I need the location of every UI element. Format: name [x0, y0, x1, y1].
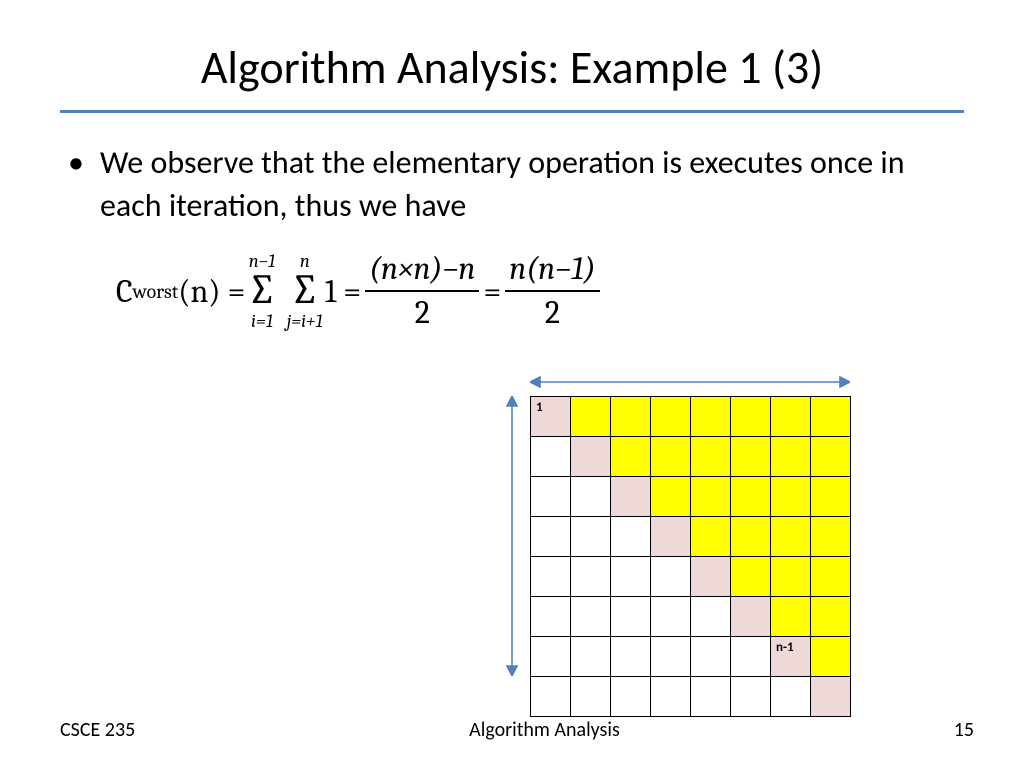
- grid-cell: [811, 637, 851, 677]
- lhs-arg: (n) =: [178, 273, 245, 310]
- grid-cell: [811, 597, 851, 637]
- grid-cell: 1: [531, 397, 571, 437]
- grid-cell: [771, 397, 811, 437]
- footer-right: 15: [954, 718, 974, 742]
- grid-cell: [651, 557, 691, 597]
- grid-cell: [731, 397, 771, 437]
- grid-cell: [811, 517, 851, 557]
- footer-center: Algorithm Analysis: [469, 718, 620, 742]
- grid-cell: [531, 677, 571, 717]
- grid-cell: [811, 557, 851, 597]
- grid-cell: [811, 677, 851, 717]
- grid-cell: [731, 597, 771, 637]
- frac-1-num: (n×n)−n: [365, 251, 479, 292]
- grid-cell: [651, 677, 691, 717]
- sum-1: n−1 ∑ i=1: [247, 252, 276, 331]
- lhs-sub: worst: [133, 280, 179, 303]
- grid-cell: [531, 557, 571, 597]
- eq-sign: =: [483, 273, 501, 310]
- grid-cell: [531, 477, 571, 517]
- grid-cell: [651, 637, 691, 677]
- frac-2-den: 2: [545, 292, 560, 331]
- sum-2: n ∑ j=i+1: [287, 252, 323, 331]
- fraction-2: n(n−1) 2: [505, 251, 600, 331]
- title-underline: [60, 110, 964, 113]
- sigma-1: ∑: [247, 270, 276, 312]
- vertical-arrow-icon: [504, 396, 520, 676]
- grid-cell: [571, 517, 611, 557]
- grid-cell: [651, 477, 691, 517]
- grid-cell: [611, 437, 651, 477]
- grid-cell: [651, 517, 691, 557]
- grid-cell: [691, 677, 731, 717]
- grid-cell: [771, 477, 811, 517]
- triangular-grid: 1 n-1: [530, 396, 851, 717]
- bullet-item: • We observe that the elementary operati…: [60, 141, 964, 227]
- grid-cell: [571, 557, 611, 597]
- bullet-text: We observe that the elementary operation…: [100, 141, 964, 227]
- sum-1-bot: i=1: [251, 312, 273, 331]
- grid-cell: [611, 597, 651, 637]
- frac-2-num: n(n−1): [505, 251, 600, 292]
- slide: Algorithm Analysis: Example 1 (3) • We o…: [0, 0, 1024, 768]
- grid-cell: [731, 437, 771, 477]
- grid-cell: [811, 477, 851, 517]
- grid-cell: [651, 597, 691, 637]
- grid-cell: [531, 517, 571, 557]
- grid-cell: [731, 517, 771, 557]
- slide-title: Algorithm Analysis: Example 1 (3): [60, 40, 964, 96]
- grid-cell: [691, 557, 731, 597]
- grid-cell: [731, 477, 771, 517]
- grid-cell: [611, 677, 651, 717]
- sigma-2: ∑: [290, 270, 319, 312]
- grid-cell: [731, 557, 771, 597]
- grid-cell: [691, 517, 731, 557]
- grid-cell: [771, 437, 811, 477]
- footer-left: CSCE 235: [60, 718, 135, 742]
- grid-cell: [611, 397, 651, 437]
- after-sums: 1 =: [325, 273, 361, 310]
- frac-1-den: 2: [415, 292, 430, 331]
- grid-cell: [611, 517, 651, 557]
- grid-table: 1 n-1: [530, 396, 851, 717]
- grid-cell: [531, 597, 571, 637]
- grid-cell: [811, 437, 851, 477]
- grid-cell: [611, 477, 651, 517]
- grid-cell: [691, 637, 731, 677]
- grid-cell: [771, 517, 811, 557]
- grid-cell: [691, 477, 731, 517]
- grid-cell: [531, 437, 571, 477]
- grid-cell: [691, 597, 731, 637]
- grid-cell: [571, 677, 611, 717]
- fraction-1: (n×n)−n 2: [365, 251, 479, 331]
- slide-footer: CSCE 235 Algorithm Analysis 15: [60, 718, 974, 742]
- bullet-dot: •: [60, 141, 100, 227]
- sum-2-bot: j=i+1: [287, 312, 323, 331]
- grid-cell: [691, 437, 731, 477]
- grid-cell: [691, 397, 731, 437]
- grid-cell: [571, 597, 611, 637]
- grid-cell: [731, 677, 771, 717]
- complexity-formula: Cworst(n) = n−1 ∑ i=1 n ∑ j=i+1 1 = (n×n…: [116, 251, 964, 331]
- grid-cell: [811, 397, 851, 437]
- horizontal-arrow-icon: [530, 374, 850, 390]
- grid-cell: [531, 637, 571, 677]
- grid-cell: [651, 437, 691, 477]
- grid-cell: [731, 637, 771, 677]
- lhs-var: C: [116, 273, 133, 310]
- grid-cell: [611, 557, 651, 597]
- grid-cell: [651, 397, 691, 437]
- grid-cell: n-1: [771, 637, 811, 677]
- grid-cell: [771, 677, 811, 717]
- grid-cell: [571, 637, 611, 677]
- grid-cell: [611, 637, 651, 677]
- grid-cell: [571, 397, 611, 437]
- grid-cell: [571, 477, 611, 517]
- grid-cell: [771, 557, 811, 597]
- grid-cell: [571, 437, 611, 477]
- grid-cell: [771, 597, 811, 637]
